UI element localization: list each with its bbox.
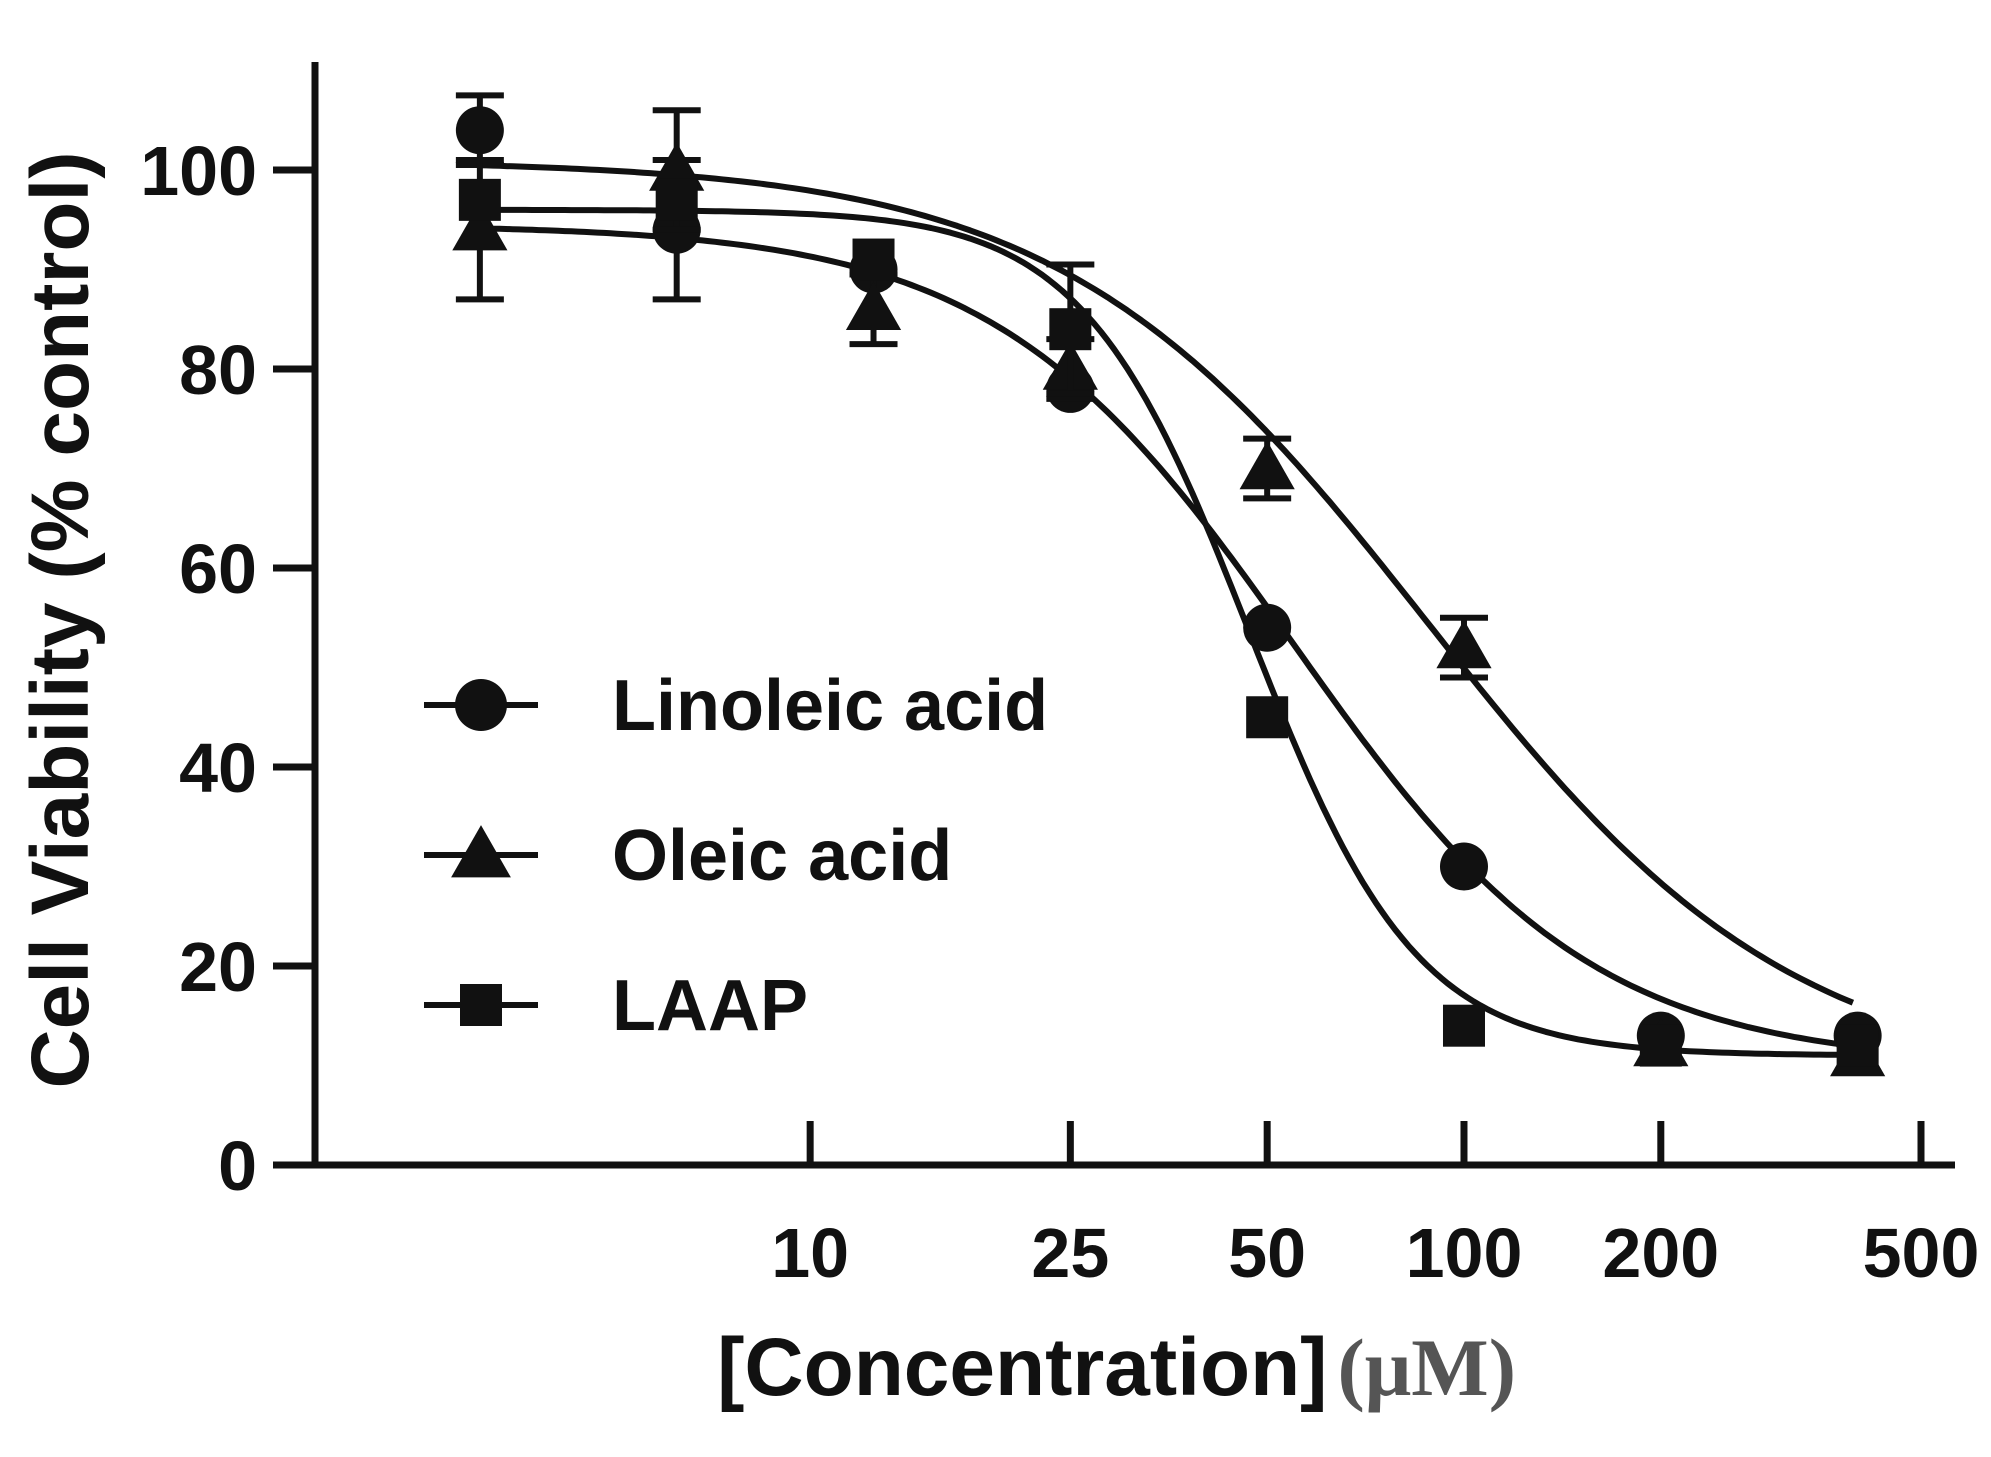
data-point-square [852,238,895,281]
x-tick-label: 25 [1031,1214,1109,1292]
fit-curve-circle [479,225,1854,1049]
x-tick-label: 50 [1228,1214,1306,1292]
y-tick-label: 40 [179,729,257,807]
axes: 0 20 40 60 80 100 10 25 50 100 200 500 [140,62,1979,1292]
legend-item: Linoleic acid [424,666,1048,746]
triangle-marker [1436,620,1492,669]
fit-curves [479,162,1855,1058]
square-marker [458,178,501,221]
legend: Linoleic acid Oleic acid LAAP [424,666,1048,1046]
legend-triangle-marker [451,825,511,878]
data-point-square [1246,696,1289,739]
data-point-square [655,178,698,221]
data-point-square [1046,261,1095,397]
data-point-circle [1439,842,1488,891]
y-tick-label: 0 [218,1127,257,1205]
triangle-marker [649,142,705,191]
y-tick-label: 100 [140,132,257,210]
y-tick-label: 20 [179,928,257,1006]
circle-marker [455,106,504,155]
y-tick-label: 80 [179,331,257,409]
fit-curve-square [479,206,1853,1058]
axis-titles: Cell Viability (% control) [Concentratio… [15,151,1516,1413]
square-marker [1836,1024,1879,1067]
data-point-triangle [1436,614,1492,681]
data-point-triangle [1239,435,1295,502]
square-marker [1246,696,1289,739]
fit-curve-triangle [479,162,1855,1006]
y-tick-label: 60 [179,530,257,608]
x-tick-label: 100 [1406,1214,1523,1292]
square-marker [1639,1024,1682,1067]
data-point-square [1639,1024,1682,1067]
triangle-marker [452,202,508,251]
legend-label: Oleic acid [612,816,952,896]
x-axis-title: [Concentration] (μM) [717,1322,1516,1413]
legend-item: LAAP [424,966,808,1046]
x-tick-label: 500 [1863,1214,1980,1292]
legend-label: Linoleic acid [612,666,1048,746]
data-point-circle [455,92,504,169]
legend-item: Oleic acid [424,816,952,896]
square-marker [655,178,698,221]
triangle-marker [1239,440,1295,490]
data-point-square [458,178,501,221]
legend-label: LAAP [612,966,808,1046]
square-marker [1442,1004,1485,1047]
data-point-square [1836,1024,1879,1067]
x-tick-label: 200 [1602,1214,1719,1292]
data-point-circle [1243,603,1292,652]
circle-marker [1439,842,1488,891]
square-marker [852,238,895,281]
triangle-marker [845,281,902,330]
x-axis-unit: (μM) [1338,1322,1517,1413]
data-point-triangle [845,271,902,348]
x-tick-label: 10 [771,1214,849,1292]
data-markers [452,92,1886,1077]
x-axis-title-text: [Concentration] [717,1322,1327,1413]
circle-marker [1243,603,1292,652]
data-point-square [1442,1004,1485,1047]
legend-circle-marker [455,679,507,731]
y-axis-title: Cell Viability (% control) [15,151,106,1088]
legend-square-marker [460,984,502,1026]
square-marker [1049,308,1092,351]
